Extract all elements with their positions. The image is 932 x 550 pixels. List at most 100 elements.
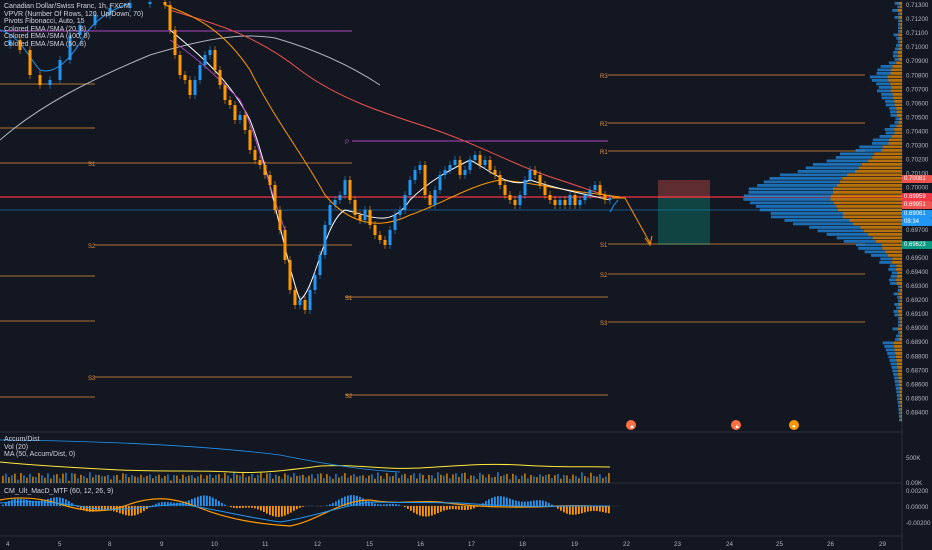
time-axis[interactable]: 4 5 8 9 10 11 12 15 16 17 18 19 22 23 24 25 26 29 [6,541,886,548]
volume-bar [2,476,4,483]
vpvr-bar-down [900,20,902,23]
forecast-arrow[interactable] [612,198,650,243]
time-axis-label: 4 [6,541,10,548]
volume-bar [26,478,28,483]
volume-bar [5,474,7,483]
candle-body [219,70,222,85]
vpvr-bar-up [809,226,860,229]
macd-histogram-bar [599,506,601,512]
vpvr-bar-down [873,237,902,240]
chart-legend[interactable]: Canadian Dollar/Swiss Franc, 1h, FXCM VP… [4,3,143,49]
volume-bar [275,475,277,483]
volume-bar [338,477,340,483]
macd-histogram-bar [569,506,571,515]
vpvr-bar-up [895,2,899,5]
volume-bar [287,475,289,483]
volume-bar [377,472,379,483]
vpvr-bar-up [890,359,897,362]
vpvr-bar-up [891,275,897,278]
volume-bar [545,475,547,483]
vpvr-bar-down [896,359,902,362]
volume-bar [539,474,541,483]
volume-bar [281,479,283,483]
candle-body [594,185,597,190]
macd-histogram-bar [5,503,7,506]
volume-bar [293,473,295,483]
volume-bar [302,475,304,483]
volume-bar [533,476,535,483]
price-axis-label: 0.71200 [906,16,929,23]
vol-legend[interactable]: Vol (20) [4,444,75,452]
macd-histogram-bar [8,501,10,506]
volume-bar [158,475,160,483]
macd-histogram-bar [524,502,526,506]
macd-histogram-bar [194,498,196,506]
time-axis-label: 9 [160,541,164,548]
vpvr-bar-down [900,296,902,299]
vpvr-bar-down [899,384,902,387]
vpvr-bar-down [892,65,902,68]
legend-pivots[interactable]: Pivots Fibonacci, Auto, 15 [4,18,143,26]
macd-histogram-bar [473,506,475,508]
pivot-label-mid-s1: S1 [345,296,353,302]
vpvr-bar-up [884,345,894,348]
vpvr-bar-down [892,261,902,264]
vpvr-bar-up [764,181,840,184]
vpvr-bar-down [898,373,902,376]
macd-axis-label: 0.00200 [906,488,929,495]
time-axis-label: 17 [468,541,475,548]
countdown-tag: 08:34 [902,218,932,226]
volume-bar [137,477,139,483]
accum-dist-title[interactable]: Accum/Dist [4,436,75,444]
vpvr-bar-down [900,300,902,303]
volume-bar [542,476,544,483]
take-profit-zone[interactable] [658,198,710,245]
ma-legend[interactable]: MA (50, Accum/Dist, 0) [4,451,75,459]
vpvr-bar-up [877,72,891,75]
symbol-title[interactable]: Canadian Dollar/Swiss Franc, 1h, FXCM [4,3,143,11]
candle-body [524,180,527,195]
event-icons[interactable]: ▲ ▲ ● [626,420,799,430]
macd-legend[interactable]: CM_Ult_MacD_MTF (60, 12, 26, 9) [4,488,113,496]
vpvr-bar-down [898,328,902,331]
macd-histogram-bar [605,506,607,513]
vpvr-bar-down [899,314,902,317]
volume-bar [521,476,523,483]
vpvr-bar-up [882,97,893,100]
candle-body [409,180,412,195]
volume-bar [422,475,424,483]
vpvr-bar-up [877,69,891,72]
volume-bar [122,473,124,483]
legend-vpvr[interactable]: VPVR (Number Of Rows, 120, Up/Down, 70) [4,11,143,19]
volume-bar [92,477,94,483]
macd-title[interactable]: CM_Ult_MacD_MTF (60, 12, 26, 9) [4,488,113,496]
vpvr-bar-down [860,226,902,229]
legend-ema-50[interactable]: Colored EMA /SMA (50, 8) [4,41,143,49]
vpvr-bar-down [898,293,902,296]
vpvr-bar-up [893,51,898,54]
volume-bar [425,479,427,483]
volume-bar [572,475,574,483]
legend-ema-20[interactable]: Colored EMA /SMA (20, 8) [4,26,143,34]
volume-bar [299,476,301,483]
macd-histogram-bar [212,498,214,506]
legend-ema-100[interactable]: Colored EMA /SMA (100, 8) [4,33,143,41]
volume-bar [20,473,22,483]
macd-histogram-bar [413,506,415,513]
time-axis-label: 12 [314,541,321,548]
vpvr-bar-up [898,286,900,289]
macd-histogram-bar [587,506,589,512]
vpvr-bar-down [892,135,902,138]
volume-bar [527,478,529,483]
vpvr-bar-up [898,27,900,30]
vpvr-bar-down [898,34,902,37]
accum-dist-legend[interactable]: Accum/Dist Vol (20) MA (50, Accum/Dist, … [4,436,75,459]
macd-histogram-bar [422,506,424,516]
macd-histogram-bar [380,504,382,506]
macd-histogram-bar [566,506,568,514]
candle-body [284,230,287,260]
volume-bar [389,476,391,483]
vpvr-bar-down [874,153,902,156]
stop-loss-zone[interactable] [658,180,710,198]
